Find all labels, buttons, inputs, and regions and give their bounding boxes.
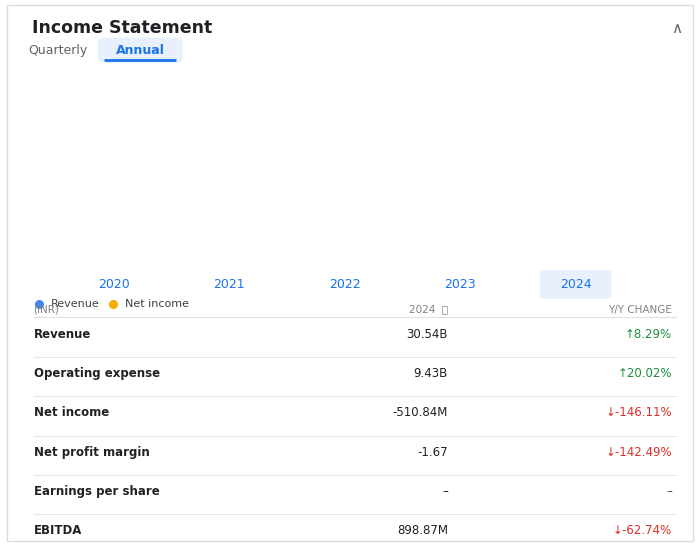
Text: ↑20.02%: ↑20.02% (617, 367, 672, 380)
Text: ↓-62.74%: ↓-62.74% (613, 524, 672, 537)
Text: Annual: Annual (116, 44, 164, 57)
Bar (403, 130, 434, 259)
Bar (76, 158, 107, 259)
Text: EBITDA: EBITDA (34, 524, 82, 537)
Text: Net income: Net income (34, 406, 109, 419)
Text: –: – (442, 485, 448, 498)
Text: Y/Y CHANGE: Y/Y CHANGE (608, 305, 672, 314)
Text: ↑8.29%: ↑8.29% (625, 328, 672, 341)
Text: Revenue: Revenue (34, 328, 91, 341)
Bar (330, 231, 360, 259)
Text: ∧: ∧ (671, 21, 682, 35)
Text: Income Statement: Income Statement (32, 19, 211, 37)
Text: 2024: 2024 (560, 278, 592, 291)
Text: 2021: 2021 (214, 278, 245, 291)
Bar (220, 256, 251, 259)
Text: –: – (666, 485, 672, 498)
Bar (111, 258, 142, 259)
FancyBboxPatch shape (7, 5, 693, 541)
Text: 2023: 2023 (444, 278, 476, 291)
Bar (512, 116, 543, 259)
FancyBboxPatch shape (98, 38, 183, 63)
Text: 898.87M: 898.87M (397, 524, 448, 537)
Text: ↓-142.49%: ↓-142.49% (606, 446, 672, 459)
Bar (186, 158, 216, 259)
FancyBboxPatch shape (540, 270, 611, 299)
Text: Net income: Net income (125, 299, 188, 309)
Text: 2022: 2022 (329, 278, 360, 291)
Text: (INR): (INR) (34, 305, 60, 314)
Text: 9.43B: 9.43B (414, 367, 448, 380)
Text: Net profit margin: Net profit margin (34, 446, 149, 459)
Text: Operating expense: Operating expense (34, 367, 160, 380)
Bar (295, 87, 325, 259)
Text: ↓-146.11%: ↓-146.11% (606, 406, 672, 419)
Text: Quarterly: Quarterly (28, 44, 87, 57)
Bar (438, 252, 469, 259)
Text: 30.54B: 30.54B (407, 328, 448, 341)
Text: -510.84M: -510.84M (393, 406, 448, 419)
Text: Earnings per share: Earnings per share (34, 485, 160, 498)
Text: -1.67: -1.67 (417, 446, 448, 459)
Text: 2024  ⓘ: 2024 ⓘ (409, 305, 448, 314)
Text: 2020: 2020 (98, 278, 130, 291)
Text: Revenue: Revenue (50, 299, 99, 309)
